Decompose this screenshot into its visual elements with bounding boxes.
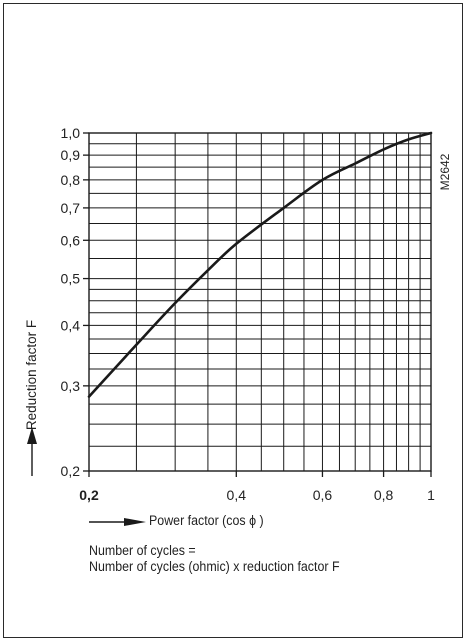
y-tick-label: 0,9	[61, 147, 81, 163]
x-tick-label: 1	[427, 487, 435, 503]
y-tick-label: 0,3	[61, 378, 81, 394]
reduction-factor-curve	[87, 131, 433, 398]
x-axis-label: Power factor (cos ϕ )	[149, 513, 264, 528]
y-tick-label: 0,2	[61, 463, 81, 479]
plot-border	[88, 132, 432, 472]
y-tick-label: 0,8	[61, 172, 81, 188]
x-arrow-icon	[89, 518, 146, 526]
x-tick-label: 0,2	[79, 487, 99, 503]
y-tick-label: 0,7	[61, 200, 81, 216]
y-tick-label: 0,6	[61, 232, 81, 248]
note-line-2: Number of cycles (ohmic) x reduction fac…	[89, 559, 340, 574]
y-tick-label: 0,4	[61, 317, 81, 333]
y-tick-label: 0,5	[61, 271, 81, 287]
y-axis-label: Reduction factor F	[24, 320, 39, 430]
figure-id: M2642	[438, 153, 452, 190]
x-axis: 0,2 0,4 0,6 0,8 1	[79, 471, 435, 503]
x-tick-label: 0,8	[374, 487, 394, 503]
y-arrow-icon	[27, 427, 37, 476]
y-tick-label: 1,0	[61, 125, 81, 141]
y-axis: 0,2 0,3 0,4 0,5 0,6 0,7 0,8 0,9 1,0	[61, 125, 89, 479]
x-tick-label: 0,6	[313, 487, 333, 503]
grid	[88, 132, 432, 472]
figure-frame	[3, 3, 463, 638]
x-tick-label: 0,4	[227, 487, 247, 503]
note-line-1: Number of cycles =	[89, 543, 196, 558]
